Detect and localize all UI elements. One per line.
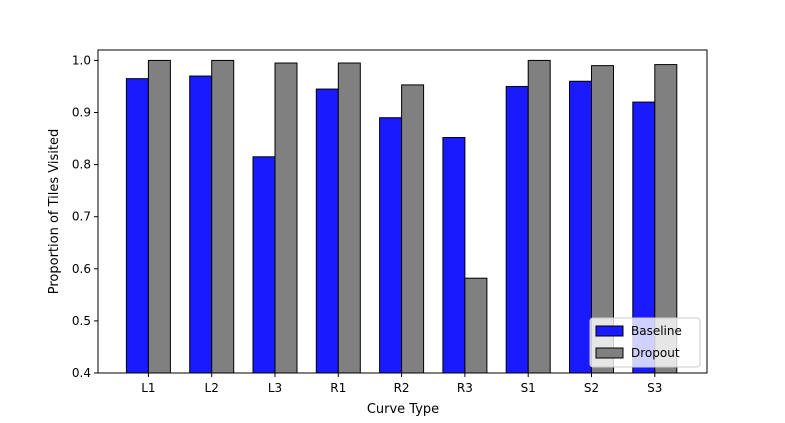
- legend-label-baseline: Baseline: [631, 324, 682, 338]
- bar-dropout-s1: [527, 59, 551, 374]
- y-tick-label: 0.8: [72, 158, 91, 172]
- legend-label-dropout: Dropout: [631, 346, 680, 360]
- bar-baseline-l3: [252, 156, 276, 374]
- x-tick-label-l3: L3: [268, 381, 282, 395]
- y-tick-label: 0.4: [72, 366, 91, 380]
- x-tick-label-r1: R1: [330, 381, 346, 395]
- x-tick-label-l1: L1: [141, 381, 155, 395]
- legend: Baseline Dropout: [589, 317, 701, 368]
- bar-dropout-l2: [211, 59, 235, 374]
- x-tick-label-s1: S1: [521, 381, 536, 395]
- legend-swatch-dropout: [595, 347, 624, 359]
- y-tick-label: 0.7: [72, 210, 91, 224]
- x-tick-label-r3: R3: [457, 381, 473, 395]
- bar-baseline-s2: [569, 80, 592, 374]
- plot-frame: [97, 49, 708, 374]
- bar-dropout-r3: [464, 277, 488, 374]
- y-tick-label: 0.5: [72, 314, 91, 328]
- y-axis-label: Proportion of Tiles Visited: [47, 129, 62, 295]
- x-tick-label-r2: R2: [394, 381, 410, 395]
- bar-baseline-l2: [189, 75, 213, 374]
- bar-baseline-r3: [442, 137, 466, 374]
- bar-baseline-l1: [125, 78, 149, 374]
- x-tick-label-l2: L2: [205, 381, 219, 395]
- y-tick-label: 1.0: [72, 53, 91, 67]
- bar-baseline-r1: [315, 88, 339, 374]
- bar-baseline-s1: [505, 85, 529, 374]
- x-tick-label-s2: S2: [584, 381, 599, 395]
- y-tick-label: 0.6: [72, 262, 91, 276]
- bar-dropout-r2: [401, 84, 425, 374]
- axes-group: L1 L2 L3 R1 R2 R3 S1 S2 S3 0.4 0.5 0.6 0.7 0.8 0.9 1.0: [72, 49, 708, 395]
- bar-dropout-l3: [274, 62, 298, 374]
- bar-dropout-l1: [147, 59, 171, 374]
- bar-dropout-r1: [337, 62, 361, 374]
- y-tick-label: 0.9: [72, 106, 91, 120]
- legend-swatch-baseline: [595, 325, 624, 337]
- x-axis-label: Curve Type: [367, 402, 439, 417]
- bar-baseline-r2: [379, 117, 403, 374]
- x-tick-label-s3: S3: [647, 381, 662, 395]
- bars-group: [125, 59, 678, 374]
